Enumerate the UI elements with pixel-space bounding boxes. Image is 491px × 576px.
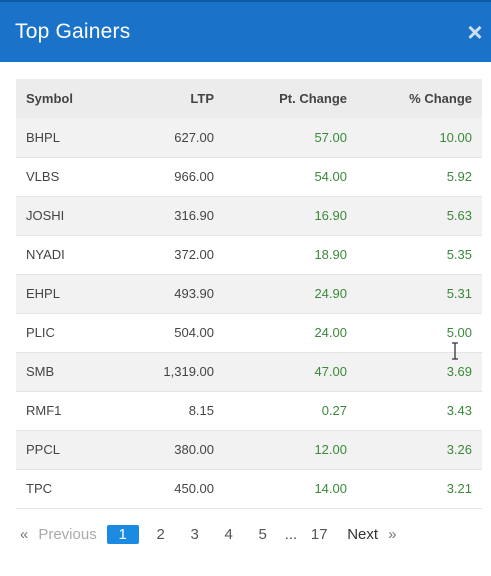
cell-pct-change: 3.26 <box>446 442 472 457</box>
cell-symbol[interactable]: SMB <box>26 364 55 379</box>
table-row[interactable]: JOSHI 316.90 16.90 5.63 <box>16 196 482 235</box>
table-row[interactable]: NYADI 372.00 18.90 5.35 <box>16 235 482 274</box>
table-row[interactable]: VLBS 966.00 54.00 5.92 <box>16 157 482 196</box>
table-row[interactable]: PLIC 504.00 24.00 5.00 <box>16 313 482 352</box>
cell-pt-change: 16.90 <box>314 208 347 223</box>
cell-pt-change: 12.00 <box>314 442 347 457</box>
pagination-ellipsis: ... <box>284 525 298 543</box>
page-link-4[interactable]: 4 <box>224 525 233 543</box>
cell-pt-change: 0.27 <box>321 403 347 418</box>
cell-pct-change: 5.35 <box>446 247 472 262</box>
modal-title: Top Gainers <box>15 20 131 43</box>
column-header-symbol[interactable]: Symbol <box>26 91 73 106</box>
cell-pt-change: 24.90 <box>314 286 347 301</box>
page-link-2[interactable]: 2 <box>156 525 165 543</box>
cell-pt-change: 47.00 <box>314 364 347 379</box>
cell-ltp: 504.00 <box>174 325 214 340</box>
cell-ltp: 493.90 <box>174 286 214 301</box>
table-row[interactable]: TPC 450.00 14.00 3.21 <box>16 469 482 508</box>
table-row[interactable]: EHPL 493.90 24.90 5.31 <box>16 274 482 313</box>
column-header-pct-change[interactable]: % Change <box>409 91 472 106</box>
cell-ltp: 372.00 <box>174 247 214 262</box>
previous-page-link: Previous <box>38 525 97 543</box>
page-link-1[interactable]: 1 <box>106 524 139 544</box>
cell-pct-change: 5.31 <box>446 286 472 301</box>
prev-arrow-icon: « <box>20 525 29 543</box>
column-header-ltp[interactable]: LTP <box>190 91 214 106</box>
gainers-table: Symbol LTP Pt. Change % Change BHPL 627.0… <box>16 79 482 509</box>
cell-ltp: 316.90 <box>174 208 214 223</box>
cell-symbol[interactable]: NYADI <box>26 247 65 262</box>
cell-symbol[interactable]: PPCL <box>26 442 60 457</box>
pagination: « Previous 1 2 3 4 5 ... 17 Next » <box>20 523 406 545</box>
cell-symbol[interactable]: JOSHI <box>26 208 65 223</box>
table-row[interactable]: BHPL 627.00 57.00 10.00 <box>16 118 482 157</box>
cell-pt-change: 14.00 <box>314 481 347 496</box>
next-arrow-icon[interactable]: » <box>388 525 397 543</box>
cell-ltp: 627.00 <box>174 129 214 145</box>
cell-symbol[interactable]: PLIC <box>26 325 55 340</box>
cell-ltp: 450.00 <box>174 481 214 496</box>
cell-symbol[interactable]: TPC <box>26 481 52 496</box>
cell-ltp: 8.15 <box>188 403 214 418</box>
cell-pt-change: 54.00 <box>314 169 347 184</box>
cell-pct-change: 3.69 <box>446 364 472 379</box>
cell-symbol[interactable]: BHPL <box>26 129 60 145</box>
cell-symbol[interactable]: EHPL <box>26 286 60 301</box>
modal-header: Top Gainers × <box>0 0 491 62</box>
cell-symbol[interactable]: VLBS <box>26 169 60 184</box>
table-row[interactable]: SMB 1,319.00 47.00 3.69 <box>16 352 482 391</box>
cell-pct-change: 3.21 <box>446 481 472 496</box>
cell-pct-change: 5.00 <box>446 325 472 340</box>
cell-ltp: 1,319.00 <box>163 364 214 379</box>
cell-symbol[interactable]: RMF1 <box>26 403 62 418</box>
cell-pct-change: 5.63 <box>446 208 472 223</box>
cell-pct-change: 10.00 <box>439 129 472 145</box>
cell-pct-change: 5.92 <box>446 169 472 184</box>
text-cursor-icon <box>452 342 458 360</box>
column-header-pt-change[interactable]: Pt. Change <box>279 91 347 106</box>
table-row[interactable]: RMF1 8.15 0.27 3.43 <box>16 391 482 430</box>
cell-ltp: 380.00 <box>174 442 214 457</box>
table-row[interactable]: PPCL 380.00 12.00 3.26 <box>16 430 482 469</box>
close-icon[interactable]: × <box>467 17 483 47</box>
page-link-17[interactable]: 17 <box>310 525 328 543</box>
cell-ltp: 966.00 <box>174 169 214 184</box>
cell-pt-change: 18.90 <box>314 247 347 262</box>
page-link-5[interactable]: 5 <box>258 525 267 543</box>
next-page-link[interactable]: Next <box>347 525 379 543</box>
table-header-row: Symbol LTP Pt. Change % Change <box>16 79 482 118</box>
cell-pct-change: 3.43 <box>446 403 472 418</box>
cell-pt-change: 24.00 <box>314 325 347 340</box>
page-link-3[interactable]: 3 <box>190 525 199 543</box>
cell-pt-change: 57.00 <box>314 129 347 145</box>
